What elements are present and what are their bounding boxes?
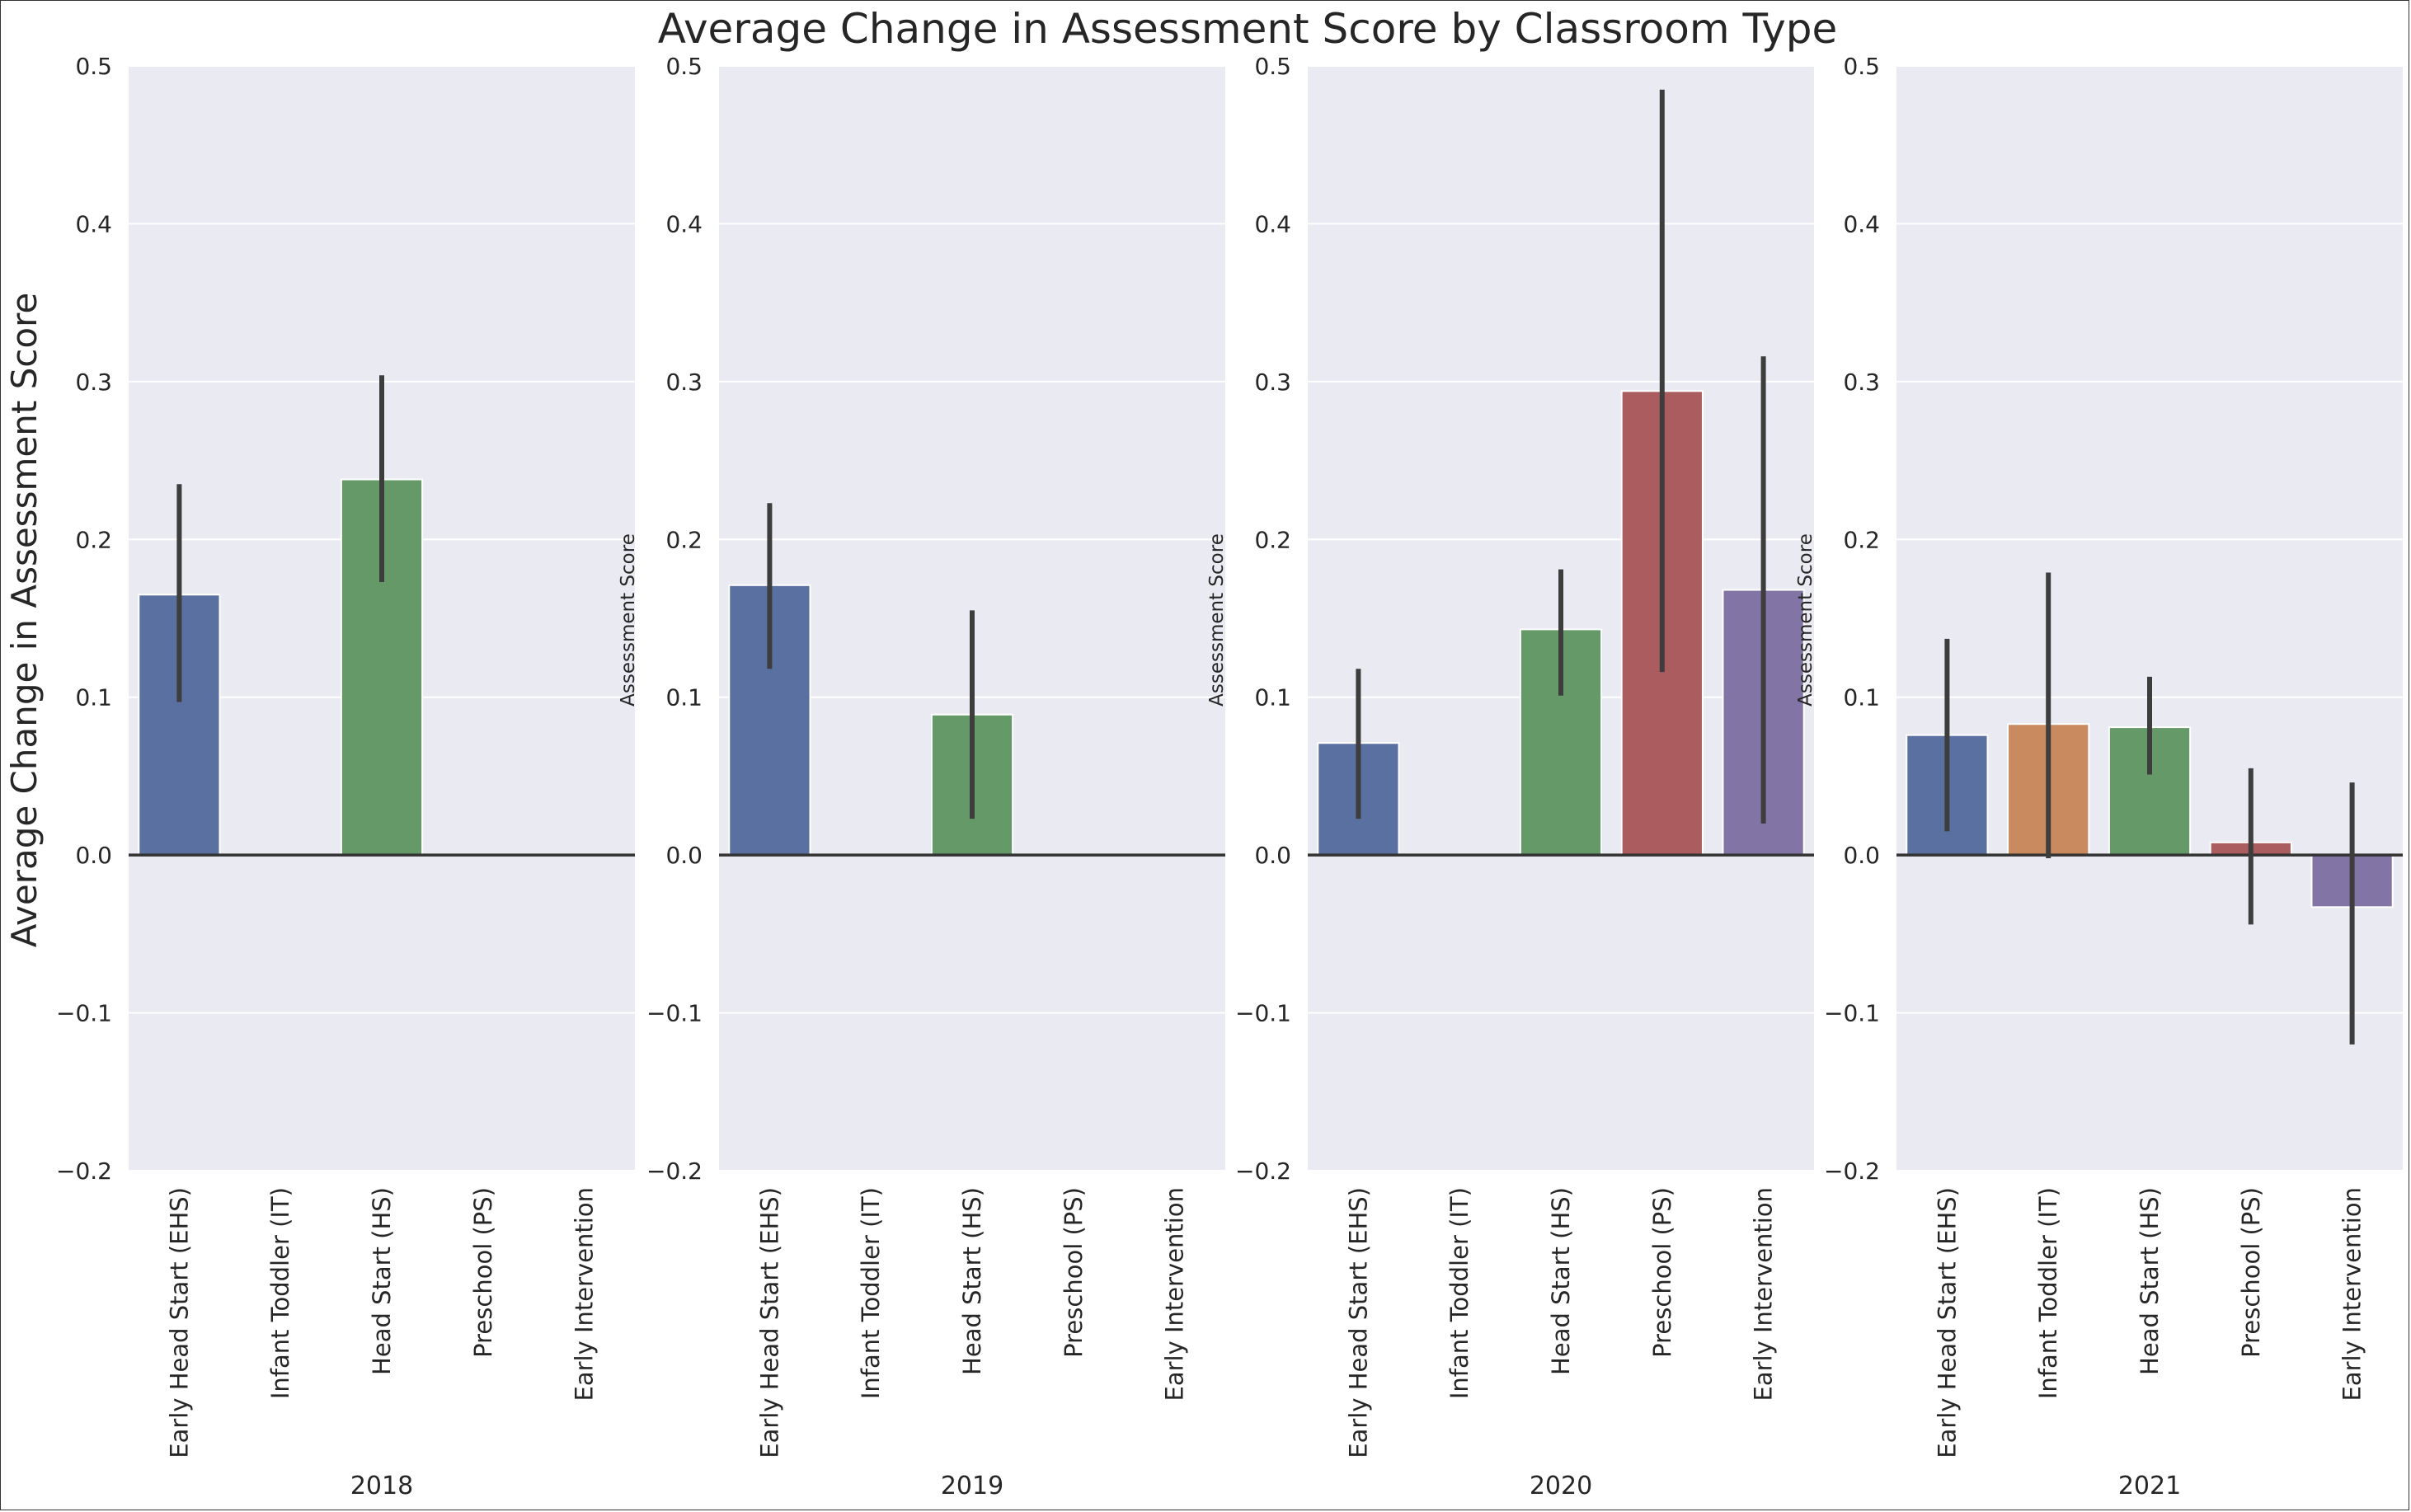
x-tick-label: Infant Toddler (IT) — [1445, 1187, 1473, 1399]
plot-background — [1896, 66, 2403, 1171]
y-tick-label: 0.0 — [1254, 842, 1291, 869]
x-axis-label: 2021 — [2118, 1472, 2181, 1500]
y-tick-label: 0.2 — [1843, 526, 1880, 553]
y-tick-label: 0.4 — [665, 210, 703, 237]
x-tick-label: Early Head Start (EHS) — [1344, 1187, 1372, 1458]
y-tick-label: 0.1 — [1843, 684, 1880, 711]
x-tick-label: Preschool (PS) — [1648, 1187, 1676, 1358]
panel-2019: −0.2 −0.1 0.0 0.1 0.2 0.3 0.4 0.5 Early Head Sta… — [618, 53, 1225, 1500]
x-tick-label: Preschool (PS) — [2237, 1187, 2265, 1358]
y-tick-label: 0.4 — [1254, 210, 1291, 237]
x-tick-label: Infant Toddler (IT) — [857, 1187, 885, 1399]
y-tick-label: 0.1 — [665, 684, 703, 711]
y-tick-label: 0.2 — [1254, 526, 1291, 553]
y-tick-label: −0.1 — [1235, 1000, 1291, 1027]
x-tick-label: Early Intervention — [2338, 1187, 2366, 1401]
x-tick-label: Infant Toddler (IT) — [2034, 1187, 2062, 1399]
y-tick-label: 0.5 — [75, 53, 112, 80]
x-tick-label: Early Intervention — [571, 1187, 599, 1401]
y-tick-label: 0.0 — [665, 842, 703, 869]
x-tick-label: Early Intervention — [1750, 1187, 1778, 1401]
y-tick-label: −0.2 — [1824, 1157, 1880, 1185]
y-tick-label: 0.2 — [665, 526, 703, 553]
secondary-y-axis-label: Assessment Score — [1206, 533, 1228, 707]
y-tick-label: 0.1 — [1254, 684, 1291, 711]
x-tick-label: Early Head Start (EHS) — [1933, 1187, 1961, 1458]
y-tick-label: 0.3 — [1254, 369, 1291, 396]
x-tick-label: Head Start (HS) — [1547, 1187, 1575, 1375]
y-tick-label: −0.2 — [646, 1157, 703, 1185]
secondary-y-axis-label: Assessment Score — [618, 533, 639, 707]
y-tick-label: −0.2 — [1235, 1157, 1291, 1185]
y-axis-label: Average Change in Assessment Score — [4, 293, 45, 948]
y-tick-label: 0.3 — [75, 369, 112, 396]
panel-2021: −0.2 −0.1 0.0 0.1 0.2 0.3 0.4 0.5 Early Head Sta… — [1795, 53, 2403, 1500]
x-tick-label: Head Start (HS) — [958, 1187, 986, 1375]
y-tick-label: 0.0 — [75, 842, 112, 869]
y-tick-label: 0.0 — [1843, 842, 1880, 869]
panels-group: −0.2 −0.1 0.0 0.1 0.2 0.3 0.4 0.5 Early Head Sta… — [56, 53, 2403, 1500]
y-tick-label: 0.3 — [665, 369, 703, 396]
y-tick-label: 0.3 — [1843, 369, 1880, 396]
y-tick-label: 0.5 — [1843, 53, 1880, 80]
panel-2018: −0.2 −0.1 0.0 0.1 0.2 0.3 0.4 0.5 Early Head Sta… — [56, 53, 635, 1500]
x-tick-label: Early Head Start (EHS) — [165, 1187, 193, 1458]
x-tick-label: Early Head Start (EHS) — [755, 1187, 783, 1458]
secondary-y-axis-label: Assessment Score — [1795, 533, 1816, 707]
y-tick-label: 0.5 — [665, 53, 703, 80]
y-tick-label: −0.1 — [646, 1000, 703, 1027]
x-tick-label: Head Start (HS) — [2136, 1187, 2164, 1375]
x-tick-label: Head Start (HS) — [368, 1187, 396, 1375]
x-tick-label: Infant Toddler (IT) — [266, 1187, 294, 1399]
y-tick-label: 0.5 — [1254, 53, 1291, 80]
x-tick-label: Early Intervention — [1161, 1187, 1189, 1401]
panel-2020: −0.2 −0.1 0.0 0.1 0.2 0.3 0.4 0.5 Early Head Sta… — [1206, 53, 1814, 1500]
x-axis-label: 2019 — [941, 1472, 1003, 1500]
chart-title: Average Change in Assessment Score by Cl… — [658, 5, 1838, 53]
x-axis-label: 2018 — [350, 1472, 413, 1500]
y-tick-label: −0.2 — [56, 1157, 112, 1185]
y-tick-label: −0.1 — [56, 1000, 112, 1027]
y-tick-label: −0.1 — [1824, 1000, 1880, 1027]
y-tick-label: 0.2 — [75, 526, 112, 553]
y-tick-label: 0.4 — [75, 210, 112, 237]
x-axis-label: 2020 — [1530, 1472, 1592, 1500]
y-tick-label: 0.4 — [1843, 210, 1880, 237]
y-tick-label: 0.1 — [75, 684, 112, 711]
x-tick-label: Preschool (PS) — [1060, 1187, 1088, 1358]
x-tick-label: Preschool (PS) — [469, 1187, 497, 1358]
